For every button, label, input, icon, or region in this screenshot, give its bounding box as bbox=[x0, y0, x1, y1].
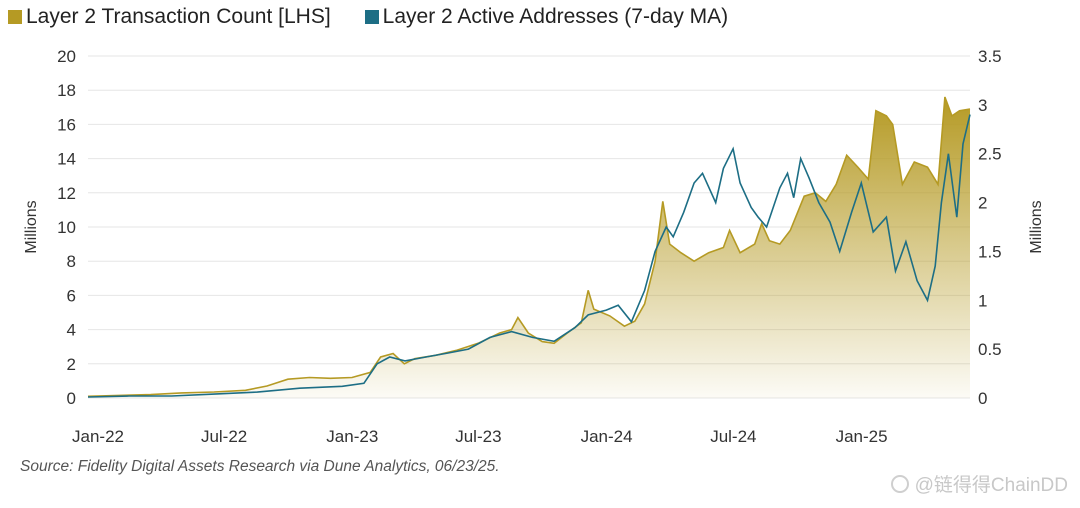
x-tick-label: Jan-23 bbox=[326, 427, 378, 446]
legend-label-active-addresses: Layer 2 Active Addresses (7-day MA) bbox=[382, 5, 729, 28]
active-addresses-line bbox=[87, 114, 971, 398]
source-note: Source: Fidelity Digital Assets Research… bbox=[20, 458, 500, 475]
watermark-logo-icon bbox=[890, 474, 909, 493]
right-tick-label: 2.5 bbox=[978, 145, 1002, 164]
transaction-count-area bbox=[88, 97, 970, 398]
x-tick-label: Jan-24 bbox=[581, 427, 633, 446]
left-tick-label: 2 bbox=[67, 355, 76, 374]
x-tick-label: Jul-23 bbox=[455, 427, 501, 446]
x-tick-label: Jul-24 bbox=[710, 427, 756, 446]
left-tick-label: 12 bbox=[57, 184, 76, 203]
watermark: @链得得ChainDD bbox=[890, 470, 1068, 497]
left-tick-label: 20 bbox=[57, 47, 76, 66]
right-tick-label: 3 bbox=[978, 96, 987, 115]
legend-label-transaction-count: Layer 2 Transaction Count [LHS] bbox=[26, 5, 331, 28]
right-tick-label: 3.5 bbox=[978, 47, 1002, 66]
watermark-text: @链得得ChainDD bbox=[914, 475, 1068, 496]
left-tick-label: 18 bbox=[57, 81, 76, 100]
left-tick-label: 10 bbox=[57, 218, 76, 237]
legend-item-active-addresses: Layer 2 Active Addresses (7-day MA) bbox=[364, 5, 729, 29]
legend: Layer 2 Transaction Count [LHS] Layer 2 … bbox=[8, 4, 762, 30]
gold-swatch-icon bbox=[8, 10, 22, 24]
transaction-count-line bbox=[87, 96, 971, 398]
left-axis-title: Millions bbox=[23, 200, 40, 253]
left-tick-label: 6 bbox=[67, 286, 76, 305]
x-tick-label: Jan-22 bbox=[72, 427, 124, 446]
left-tick-label: 0 bbox=[67, 389, 76, 408]
left-tick-label: 8 bbox=[67, 252, 76, 271]
left-tick-label: 4 bbox=[67, 321, 76, 340]
right-tick-label: 0.5 bbox=[978, 340, 1002, 359]
x-tick-label: Jan-25 bbox=[836, 427, 888, 446]
right-tick-label: 2 bbox=[978, 194, 987, 213]
legend-item-transaction-count: Layer 2 Transaction Count [LHS] bbox=[8, 5, 331, 29]
right-tick-label: 1.5 bbox=[978, 242, 1002, 261]
x-tick-label: Jul-22 bbox=[201, 427, 247, 446]
teal-swatch-icon bbox=[364, 10, 379, 24]
right-axis-title: Millions bbox=[1028, 200, 1045, 253]
left-tick-label: 14 bbox=[57, 150, 76, 169]
right-tick-label: 1 bbox=[978, 291, 987, 310]
right-tick-label: 0 bbox=[978, 389, 987, 408]
left-tick-label: 16 bbox=[57, 115, 76, 134]
